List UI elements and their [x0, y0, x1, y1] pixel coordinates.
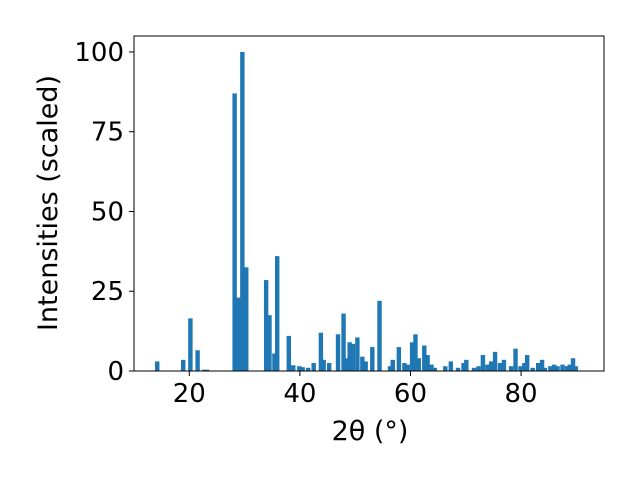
bar	[443, 366, 448, 371]
bar	[355, 337, 360, 371]
bar	[240, 51, 245, 371]
y-tick-label: 0	[107, 357, 124, 387]
bar	[236, 297, 241, 371]
x-tick-label: 60	[394, 379, 427, 409]
bar	[480, 355, 486, 371]
bar	[432, 367, 438, 371]
bar	[573, 366, 579, 371]
bar	[202, 369, 207, 371]
bar	[448, 361, 454, 371]
bar	[422, 345, 427, 371]
bar	[524, 355, 530, 371]
bar	[318, 332, 324, 371]
bar	[409, 342, 415, 371]
bar	[321, 359, 326, 371]
x-tick-label: 80	[505, 379, 538, 409]
bar	[508, 366, 514, 371]
x-axis-label: 2θ (°)	[332, 416, 409, 447]
bar	[570, 358, 576, 371]
bar	[535, 363, 541, 371]
bars-layer	[155, 51, 579, 372]
ticks-layer: 20 40 60 80 0 25 50 75 100	[74, 38, 537, 409]
bar	[405, 364, 410, 371]
bar	[155, 361, 160, 371]
bar	[455, 367, 461, 371]
bar	[552, 364, 557, 371]
bar	[204, 369, 210, 371]
bar	[522, 363, 527, 371]
bar	[564, 366, 570, 371]
bar	[347, 342, 352, 371]
bar	[344, 358, 350, 371]
bar	[387, 366, 393, 371]
bar	[350, 343, 356, 371]
bar	[286, 335, 292, 371]
bar	[492, 351, 498, 371]
y-tick-label: 75	[91, 118, 124, 148]
y-tick-label: 25	[91, 277, 124, 307]
bar	[567, 364, 572, 371]
bar	[560, 364, 565, 371]
bar	[530, 367, 535, 371]
bar	[413, 334, 418, 371]
bar	[300, 367, 305, 371]
x-tick-label: 20	[173, 379, 206, 409]
y-tick-label: 100	[74, 38, 124, 68]
bar	[272, 353, 277, 371]
bar	[464, 359, 469, 371]
bar	[188, 318, 193, 371]
bar	[195, 350, 200, 371]
x-tick-label: 40	[283, 379, 316, 409]
bar	[548, 366, 553, 371]
plot-frame	[133, 35, 605, 372]
bar	[341, 313, 346, 371]
bar	[267, 315, 272, 371]
bar	[363, 361, 368, 371]
bar	[305, 367, 311, 371]
bar	[513, 348, 518, 371]
bar	[181, 359, 186, 371]
bar	[518, 366, 523, 371]
bar	[311, 363, 316, 371]
bar	[275, 256, 280, 371]
bar	[335, 334, 341, 371]
bar	[497, 363, 503, 371]
bar	[539, 359, 545, 371]
bar	[360, 356, 365, 371]
y-axis-label: Intensities (scaled)	[33, 75, 64, 331]
bar	[429, 364, 434, 371]
bar	[416, 358, 421, 371]
bar	[232, 93, 237, 372]
bar	[555, 366, 560, 371]
bar	[488, 361, 494, 371]
bar	[297, 366, 302, 371]
bar	[291, 365, 296, 371]
bar	[263, 280, 269, 371]
bar	[244, 267, 249, 371]
bar	[377, 300, 382, 371]
bar	[476, 366, 481, 371]
bar	[402, 363, 407, 371]
bar	[396, 347, 402, 371]
bar	[390, 359, 395, 371]
bar	[326, 363, 332, 371]
bar	[485, 364, 490, 371]
y-tick-label: 50	[91, 197, 124, 227]
bar	[425, 355, 430, 371]
bar	[370, 347, 375, 371]
bar	[471, 367, 477, 371]
bar	[542, 367, 548, 371]
bar	[501, 359, 507, 371]
bar	[461, 363, 466, 371]
